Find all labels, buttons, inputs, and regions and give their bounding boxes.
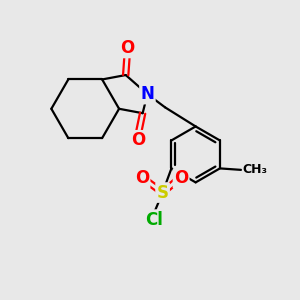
Text: N: N: [140, 85, 154, 103]
Text: O: O: [120, 39, 134, 57]
Text: O: O: [174, 169, 188, 188]
Text: S: S: [157, 184, 169, 202]
Text: CH₃: CH₃: [242, 164, 268, 176]
Text: Cl: Cl: [145, 211, 163, 229]
Text: O: O: [131, 131, 145, 149]
Text: O: O: [135, 169, 149, 188]
